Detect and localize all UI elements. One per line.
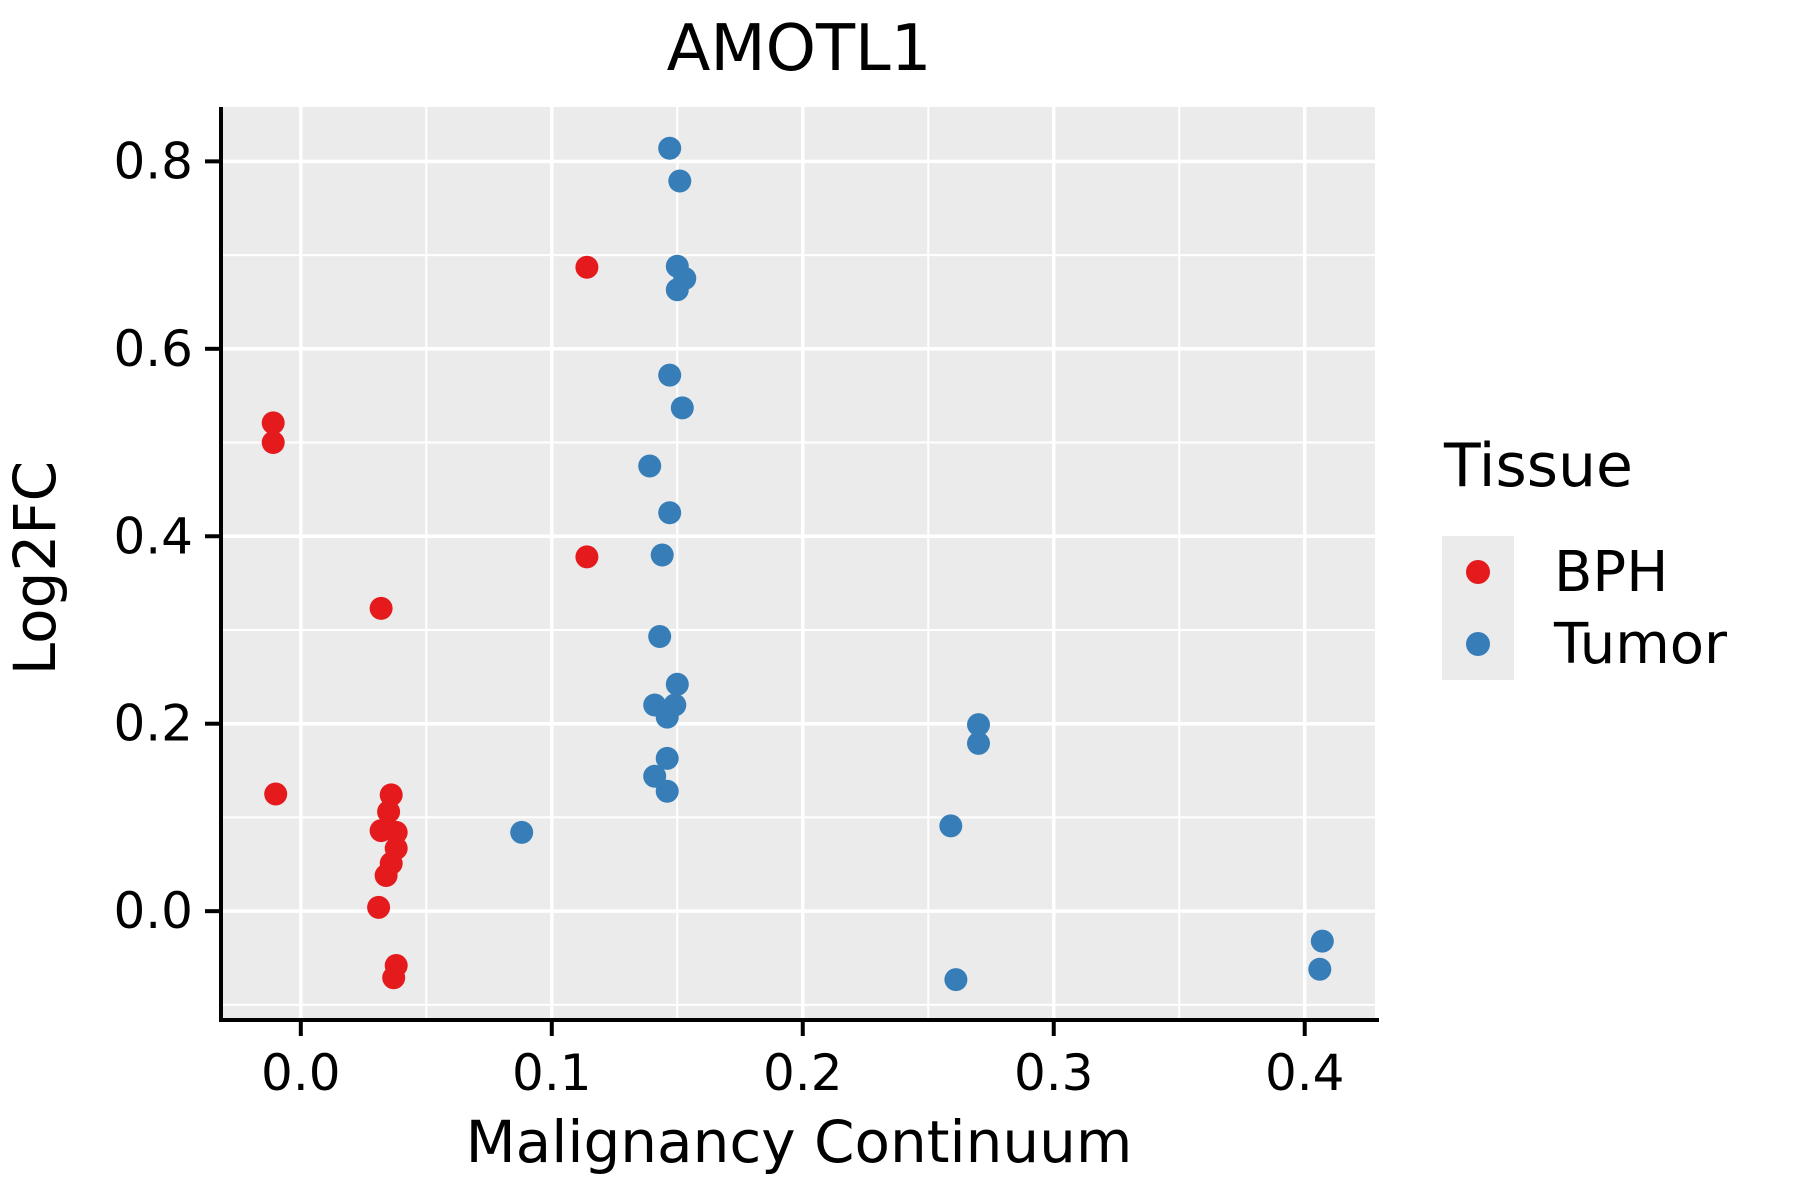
data-point-tumor bbox=[655, 705, 679, 729]
data-point-tumor bbox=[939, 814, 963, 838]
data-point-bph bbox=[369, 596, 393, 620]
chart-title: AMOTL1 bbox=[666, 12, 932, 86]
data-point-bph bbox=[374, 864, 398, 887]
data-point-tumor bbox=[655, 779, 679, 803]
data-point-tumor bbox=[648, 625, 672, 648]
y-tick-label: 0.4 bbox=[113, 507, 193, 565]
x-tick-label: 0.2 bbox=[763, 1044, 843, 1102]
y-tick-label: 0.6 bbox=[113, 320, 193, 378]
x-tick-label: 0.1 bbox=[512, 1044, 592, 1102]
legend-title: Tissue bbox=[1444, 431, 1633, 501]
data-point-bph bbox=[367, 895, 391, 919]
tumor-dot-icon bbox=[1466, 632, 1490, 656]
legend-label: Tumor bbox=[1554, 611, 1728, 677]
data-point-tumor bbox=[665, 278, 689, 302]
data-point-bph bbox=[377, 800, 401, 824]
data-point-bph bbox=[261, 411, 285, 435]
data-point-tumor bbox=[668, 169, 692, 193]
legend-key bbox=[1442, 536, 1514, 608]
data-point-tumor bbox=[658, 136, 682, 160]
y-tick-label: 0.0 bbox=[113, 882, 193, 940]
data-point-bph bbox=[384, 820, 408, 844]
data-point-tumor bbox=[967, 731, 990, 755]
data-point-tumor bbox=[665, 672, 689, 696]
y-tick-label: 0.8 bbox=[113, 132, 193, 190]
legend-label: BPH bbox=[1554, 539, 1669, 605]
panel-background bbox=[223, 107, 1375, 1018]
data-point-bph bbox=[379, 783, 403, 807]
legend-key bbox=[1442, 608, 1514, 680]
data-point-tumor bbox=[670, 396, 694, 420]
x-tick-label: 0.4 bbox=[1265, 1044, 1345, 1102]
legend: Tissue BPH Tumor bbox=[1442, 436, 1727, 680]
data-point-tumor bbox=[655, 746, 679, 770]
data-point-tumor bbox=[650, 543, 674, 567]
data-point-tumor bbox=[944, 968, 968, 992]
data-point-tumor bbox=[658, 363, 682, 387]
data-point-bph bbox=[575, 255, 599, 279]
data-point-tumor bbox=[967, 713, 990, 737]
x-axis-title: Malignancy Continuum bbox=[465, 1108, 1133, 1176]
data-point-bph bbox=[382, 966, 406, 990]
y-tick-label: 0.2 bbox=[113, 695, 193, 753]
data-point-tumor bbox=[1308, 957, 1332, 981]
bph-dot-icon bbox=[1466, 560, 1490, 584]
data-point-tumor bbox=[510, 820, 534, 844]
data-point-bph bbox=[261, 431, 285, 454]
data-point-tumor bbox=[1310, 929, 1334, 953]
legend-entry-tumor: Tumor bbox=[1442, 608, 1727, 680]
x-tick-label: 0.0 bbox=[261, 1044, 341, 1102]
data-point-bph bbox=[575, 545, 599, 569]
legend-entry-bph: BPH bbox=[1442, 536, 1727, 608]
x-tick-label: 0.3 bbox=[1014, 1044, 1094, 1102]
data-point-tumor bbox=[658, 501, 682, 525]
data-point-tumor bbox=[638, 454, 662, 478]
data-point-bph bbox=[264, 782, 288, 806]
